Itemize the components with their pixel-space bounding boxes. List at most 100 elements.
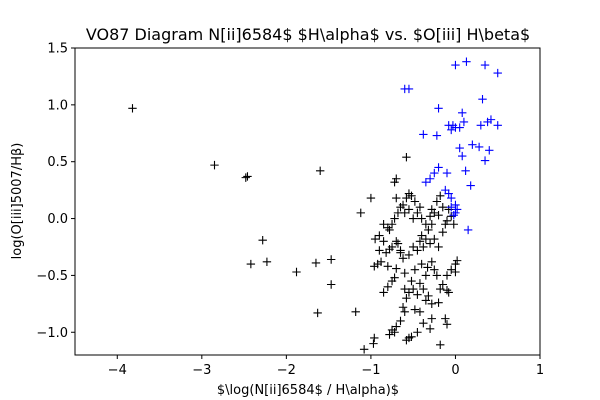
data-point-marker bbox=[407, 332, 416, 342]
data-point-marker bbox=[392, 237, 401, 246]
data-point-marker bbox=[210, 160, 219, 170]
data-point-marker bbox=[393, 239, 403, 248]
data-point-marker bbox=[408, 284, 418, 294]
data-point-marker bbox=[351, 307, 360, 316]
data-point-marker bbox=[392, 322, 401, 331]
data-point-marker bbox=[387, 242, 397, 252]
data-point-marker bbox=[447, 202, 456, 212]
data-point-marker bbox=[379, 237, 388, 246]
data-point-marker bbox=[474, 142, 484, 152]
data-point-marker bbox=[427, 205, 436, 214]
data-point-marker bbox=[424, 225, 433, 235]
data-point-marker bbox=[425, 212, 435, 221]
data-point-marker bbox=[246, 259, 256, 269]
data-point-marker bbox=[375, 231, 384, 240]
data-point-marker bbox=[425, 174, 435, 183]
x-tick-label: −3 bbox=[192, 363, 211, 378]
data-point-marker bbox=[417, 231, 426, 240]
data-point-marker bbox=[404, 288, 414, 297]
data-point-marker bbox=[400, 268, 409, 278]
x-axis-label: $\log(N[ii]6584$ / H\alpha)$ bbox=[217, 383, 399, 398]
data-point-marker bbox=[444, 288, 453, 297]
data-point-marker bbox=[370, 234, 380, 244]
data-point-marker bbox=[442, 271, 452, 280]
data-point-marker bbox=[243, 172, 252, 181]
data-point-marker bbox=[480, 156, 490, 165]
data-point-marker bbox=[419, 130, 428, 139]
data-point-marker bbox=[434, 210, 443, 220]
x-tick-label: −2 bbox=[277, 363, 296, 378]
data-point-marker bbox=[444, 189, 453, 198]
data-point-marker bbox=[451, 259, 460, 269]
data-point-marker bbox=[408, 242, 418, 252]
data-point-marker bbox=[432, 271, 442, 280]
data-point-marker bbox=[423, 263, 432, 272]
data-point-marker bbox=[421, 177, 431, 187]
data-point-marker bbox=[466, 181, 475, 190]
data-point-marker bbox=[128, 104, 137, 113]
data-point-marker bbox=[432, 197, 442, 206]
data-point-marker bbox=[441, 314, 450, 323]
data-point-marker bbox=[410, 197, 420, 206]
data-point-marker bbox=[438, 228, 447, 237]
data-point-marker bbox=[415, 307, 425, 316]
data-point-marker bbox=[417, 259, 426, 269]
data-point-marker bbox=[415, 202, 425, 212]
data-point-marker bbox=[434, 242, 443, 252]
data-point-marker bbox=[407, 191, 416, 201]
data-point-marker bbox=[434, 104, 443, 113]
data-point-marker bbox=[392, 264, 401, 273]
data-point-marker bbox=[436, 191, 445, 201]
data-point-marker bbox=[434, 298, 443, 307]
data-point-marker bbox=[398, 254, 408, 263]
data-point-marker bbox=[400, 307, 409, 316]
data-point-marker bbox=[410, 265, 420, 274]
data-point-marker bbox=[396, 316, 405, 326]
data-point-marker bbox=[427, 257, 436, 266]
y-tick-label: 1.0 bbox=[47, 98, 68, 113]
data-point-marker bbox=[455, 143, 464, 153]
plot-frame bbox=[74, 47, 541, 356]
data-point-marker bbox=[379, 220, 388, 229]
data-point-marker bbox=[442, 168, 452, 178]
data-point-marker bbox=[462, 57, 471, 66]
x-axis-ticks: −4 −3 −2 −1 0 1 bbox=[108, 355, 544, 378]
data-point-marker bbox=[425, 239, 435, 248]
data-point-marker bbox=[366, 193, 376, 203]
data-point-marker bbox=[442, 320, 452, 329]
y-tick-label: −1.0 bbox=[36, 326, 68, 341]
data-point-marker bbox=[402, 293, 411, 303]
data-point-marker bbox=[421, 271, 431, 280]
data-point-marker bbox=[436, 340, 445, 349]
data-point-marker bbox=[370, 333, 379, 343]
data-point-marker bbox=[424, 291, 433, 301]
y-tick-label: 0.5 bbox=[47, 155, 68, 170]
data-point-marker bbox=[326, 255, 336, 264]
data-point-marker bbox=[480, 60, 490, 70]
data-point-marker bbox=[419, 284, 428, 294]
data-point-marker bbox=[421, 234, 431, 244]
data-point-marker bbox=[390, 177, 399, 187]
data-point-marker bbox=[441, 220, 450, 229]
data-point-marker bbox=[383, 262, 393, 271]
data-point-marker bbox=[404, 84, 414, 94]
data-point-marker bbox=[393, 208, 403, 218]
data-point-marker bbox=[410, 305, 420, 314]
data-point-marker bbox=[315, 166, 325, 175]
y-axis-label: log(O[iii]5007/Hβ) bbox=[10, 143, 25, 260]
data-point-marker bbox=[390, 328, 399, 337]
data-point-marker bbox=[442, 285, 452, 295]
data-point-marker bbox=[430, 265, 439, 274]
data-point-marker bbox=[404, 205, 414, 214]
data-point-marker bbox=[404, 250, 414, 260]
data-point-marker bbox=[419, 242, 428, 252]
data-point-marker bbox=[493, 68, 502, 78]
data-point-marker bbox=[461, 166, 470, 175]
data-point-marker bbox=[451, 60, 460, 70]
data-point-marker bbox=[408, 214, 418, 223]
data-point-marker bbox=[421, 296, 431, 305]
y-tick-label: −0.5 bbox=[36, 269, 68, 284]
data-point-marker bbox=[451, 200, 460, 210]
x-tick-label: 0 bbox=[451, 363, 459, 378]
